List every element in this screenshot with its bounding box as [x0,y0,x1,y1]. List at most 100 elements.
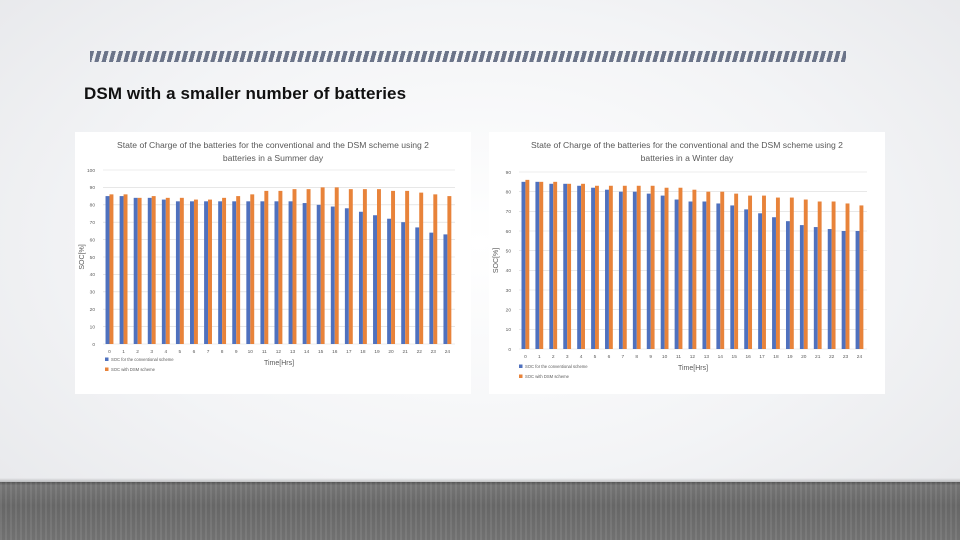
bar-conventional [161,199,166,344]
legend-swatch [519,374,523,378]
bar-conventional [813,227,818,349]
y-tick-label: 80 [90,203,96,209]
slide-title: DSM with a smaller number of batteries [84,84,407,103]
legend-swatch [105,367,109,371]
x-tick-label: 2 [552,354,555,360]
x-tick-label: 19 [787,354,793,360]
x-tick-label: 18 [360,349,366,355]
bar-dsm [419,192,424,344]
x-axis-label: Time[Hrs] [678,365,708,372]
bar-dsm [678,187,683,349]
x-tick-label: 7 [207,349,210,355]
bar-conventional [688,201,693,349]
y-axis-label: SOC[%] [79,244,86,269]
bar-dsm [650,185,655,349]
bar-conventional [674,199,679,349]
bar-dsm [264,190,269,344]
chart-winter: State of Charge of the batteries for the… [493,140,867,379]
y-tick-label: 90 [90,185,96,191]
legend-label: SOC with DSM scheme [525,374,570,379]
x-tick-label: 6 [193,349,196,355]
x-tick-label: 5 [594,354,597,360]
x-tick-label: 24 [857,354,863,360]
x-tick-label: 10 [662,354,668,360]
x-tick-label: 12 [690,354,696,360]
bar-conventional [660,195,665,349]
x-tick-label: 14 [718,354,724,360]
bar-conventional [785,221,790,349]
bar-dsm [748,195,753,349]
bar-dsm [151,196,156,344]
y-tick-label: 0 [508,347,511,353]
bar-conventional [415,227,420,344]
x-tick-label: 0 [524,354,527,360]
bar-conventional [443,234,448,344]
bar-conventional [288,201,293,344]
x-tick-label: 13 [290,349,296,355]
legend-label: SOC with DSM scheme [111,367,156,372]
bar-dsm [278,190,283,344]
x-tick-label: 4 [164,349,167,355]
bar-conventional [549,183,554,349]
y-tick-label: 40 [506,268,512,274]
bar-conventional [591,187,596,349]
x-tick-label: 16 [332,349,338,355]
bar-conventional [521,181,526,349]
bar-dsm [447,196,452,344]
legend-swatch [519,364,523,368]
bar-dsm [222,197,227,344]
bar-dsm [193,199,198,344]
x-tick-label: 11 [676,354,681,360]
x-tick-label: 23 [431,349,437,355]
bar-dsm [595,185,599,349]
y-tick-label: 30 [90,290,96,296]
bar-dsm [391,190,396,344]
bar-dsm [539,181,544,349]
y-tick-label: 100 [87,168,95,174]
bar-dsm [664,187,669,349]
bar-dsm [334,187,339,344]
bar-conventional [344,208,349,344]
bar-dsm [608,185,613,349]
bar-dsm [817,201,822,349]
x-tick-label: 15 [732,354,738,360]
bar-conventional [429,232,434,344]
y-tick-label: 0 [92,342,95,348]
x-tick-label: 24 [445,349,451,355]
bar-conventional [841,231,846,349]
y-tick-label: 60 [506,229,512,235]
x-tick-label: 7 [622,354,625,360]
x-tick-label: 2 [136,349,139,355]
x-tick-label: 17 [346,349,352,355]
bar-dsm [636,185,641,349]
x-tick-label: 13 [704,354,710,360]
bar-conventional [190,201,194,344]
x-tick-label: 0 [108,349,111,355]
bar-dsm [250,194,255,344]
x-tick-label: 19 [374,349,380,355]
bar-conventional [302,203,307,344]
bar-dsm [123,194,128,344]
bar-dsm [581,183,585,349]
x-tick-label: 8 [221,349,224,355]
x-tick-label: 12 [276,349,282,355]
y-tick-label: 80 [506,189,512,195]
floor-shadow [0,478,960,483]
x-tick-label: 22 [829,354,835,360]
bar-conventional [204,201,209,344]
x-tick-label: 20 [801,354,807,360]
x-tick-label: 9 [649,354,652,360]
bar-conventional [605,189,609,349]
y-tick-label: 50 [90,255,96,261]
chart-winter-card: State of Charge of the batteries for the… [489,132,885,394]
bar-conventional [855,231,860,349]
x-tick-label: 17 [759,354,765,360]
decorative-dash-strip [90,51,846,62]
x-tick-label: 21 [815,354,821,360]
x-tick-label: 15 [318,349,324,355]
legend-label: SOC for the conventional scheme [525,364,588,369]
bar-dsm [706,191,711,349]
bar-conventional [646,193,651,349]
y-tick-label: 20 [506,307,512,313]
bar-dsm [734,193,739,349]
